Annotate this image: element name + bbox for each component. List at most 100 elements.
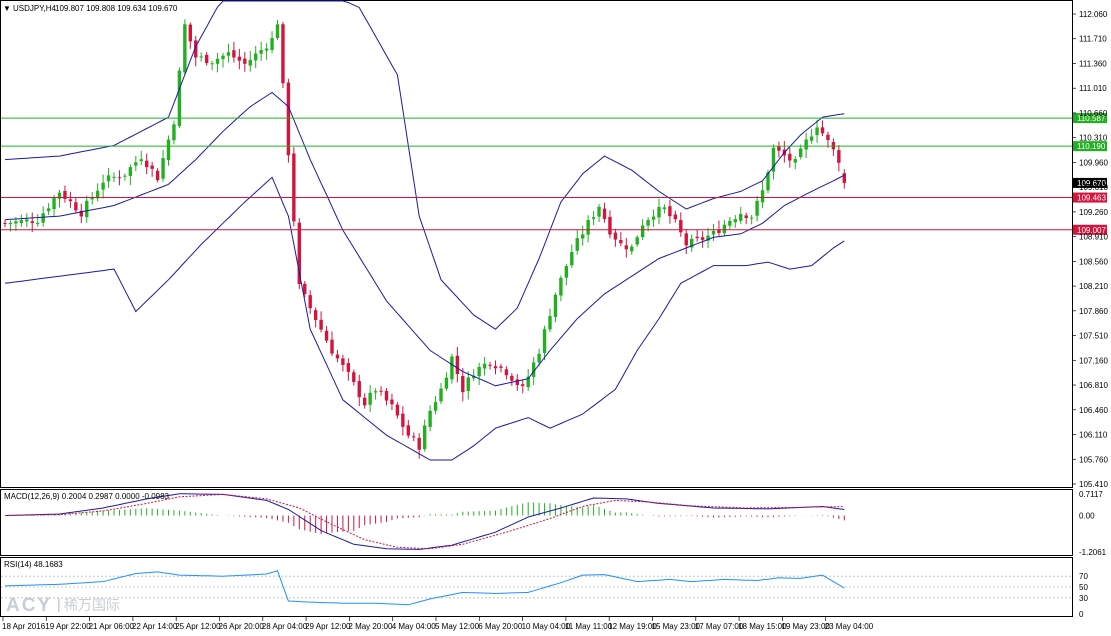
candle-bull — [733, 215, 737, 228]
price-tick-label: 105.410 — [1079, 480, 1108, 489]
watermark-cn: 稀万国际 — [64, 597, 120, 613]
candle-bear — [237, 48, 242, 70]
candle-bull — [690, 234, 694, 252]
candle-bear — [357, 374, 361, 407]
candle-bear — [352, 369, 356, 386]
candle-bull — [755, 195, 759, 222]
time-tick-label: 21 Apr 06:00 — [89, 622, 135, 631]
candle-bear — [330, 331, 334, 356]
rsi-tick-label: 50 — [1079, 583, 1088, 592]
candle-bull — [793, 156, 797, 170]
candle-bull — [570, 244, 574, 268]
candle-bear — [521, 379, 525, 394]
candle-bull — [123, 173, 127, 181]
time-tick-label: 26 Apr 20:00 — [219, 622, 265, 631]
time-tick-label: 19 Apr 22:00 — [45, 622, 91, 631]
price-tick-label: 106.810 — [1079, 381, 1108, 390]
candle-bull — [112, 172, 116, 183]
level-tag — [1073, 224, 1107, 235]
level-tag-label: 109.463 — [1077, 194, 1106, 203]
candle-bull — [466, 371, 470, 400]
time-tick-label: 17 May 07:00 — [695, 622, 744, 631]
candle-bull — [139, 150, 143, 166]
candle-bull — [815, 119, 819, 143]
price-tick-label: 111.710 — [1079, 35, 1107, 44]
candle-bear — [286, 78, 291, 163]
candle-bull — [472, 369, 476, 381]
candle-bear — [788, 146, 792, 168]
candle-bull — [373, 388, 378, 400]
price-tick-label: 111.360 — [1079, 59, 1107, 68]
candle-bull — [433, 395, 438, 415]
candle-bull — [646, 217, 650, 232]
candle-bull — [275, 19, 280, 41]
candle-bull — [728, 217, 732, 229]
candle-bear — [837, 144, 841, 172]
candle-bear — [303, 280, 307, 298]
candle-bull — [183, 19, 187, 76]
candle-bull — [270, 31, 274, 54]
candle-bull — [128, 164, 133, 186]
price-tick-label: 110.660 — [1079, 109, 1108, 118]
current-price-tag — [1073, 177, 1107, 188]
time-tick-label: 28 Apr 04:00 — [262, 622, 308, 631]
candle-bear — [406, 420, 410, 439]
time-tick-label: 10 May 04:00 — [522, 622, 571, 631]
symbol-label: USDJPY,H4 — [13, 4, 57, 13]
price-tick-label: 108.560 — [1079, 257, 1108, 266]
candles-group — [3, 19, 846, 459]
time-tick-label: 5 May 12:00 — [435, 622, 480, 631]
time-tick-label: 22 Apr 14:00 — [132, 622, 178, 631]
candle-bear — [395, 401, 400, 419]
time-tick-label: 6 May 20:00 — [478, 622, 523, 631]
bollinger-bands — [4, 0, 845, 461]
macd-header: MACD(12,26,9) 0.2004 0.2987 0.0000 -0.09… — [4, 492, 170, 501]
price-tick-label: 108.210 — [1079, 282, 1108, 291]
rsi-tick-label: 30 — [1079, 594, 1088, 603]
price-tick-label: 109.260 — [1079, 208, 1108, 217]
ohlc-values: 109.807 109.808 109.634 109.670 — [55, 4, 178, 13]
candle-bear — [390, 393, 394, 411]
candle-bear — [679, 212, 683, 237]
candle-bear — [3, 220, 7, 228]
candle-bull — [482, 356, 487, 376]
candle-bull — [771, 144, 776, 180]
candle-bull — [477, 362, 481, 386]
candle-bull — [166, 135, 171, 166]
candle-bear — [117, 170, 122, 186]
candle-bull — [226, 43, 231, 63]
candle-bear — [204, 52, 209, 66]
candle-bear — [510, 373, 514, 386]
candle-bear — [384, 387, 389, 406]
price-tick-label: 109.960 — [1079, 158, 1108, 167]
candle-bull — [559, 275, 563, 302]
candle-bear — [243, 51, 247, 72]
rsi-tick-label: 0 — [1079, 610, 1084, 619]
candle-bear — [401, 406, 405, 436]
level-tag-label: 109.007 — [1077, 226, 1106, 235]
candle-bear — [493, 360, 498, 375]
candle-bear — [346, 358, 351, 381]
macd-tick-label: -1.2061 — [1079, 548, 1107, 557]
candle-bull — [106, 168, 111, 188]
candle-bull — [254, 46, 258, 69]
candle-bull — [161, 150, 165, 182]
candle-bull — [537, 348, 541, 367]
candle-bear — [515, 374, 519, 391]
candle-bear — [63, 185, 67, 203]
candle-bull — [368, 385, 372, 412]
candle-bull — [221, 52, 225, 68]
candle-bear — [700, 231, 705, 248]
candle-bear — [684, 229, 688, 254]
candle-bull — [199, 52, 203, 62]
current-price-label: 109.670 — [1077, 179, 1106, 188]
candle-bear — [826, 131, 830, 148]
candle-bear — [363, 393, 367, 409]
candle-bull — [657, 198, 661, 225]
horizontal-levels: 110.587 110.190 109.463 109.007 109.670 — [1, 113, 1107, 235]
macd-tick-label: 0.00 — [1079, 512, 1095, 521]
candle-bull — [809, 128, 814, 144]
candle-bull — [19, 214, 24, 227]
candle-bear — [335, 349, 340, 363]
